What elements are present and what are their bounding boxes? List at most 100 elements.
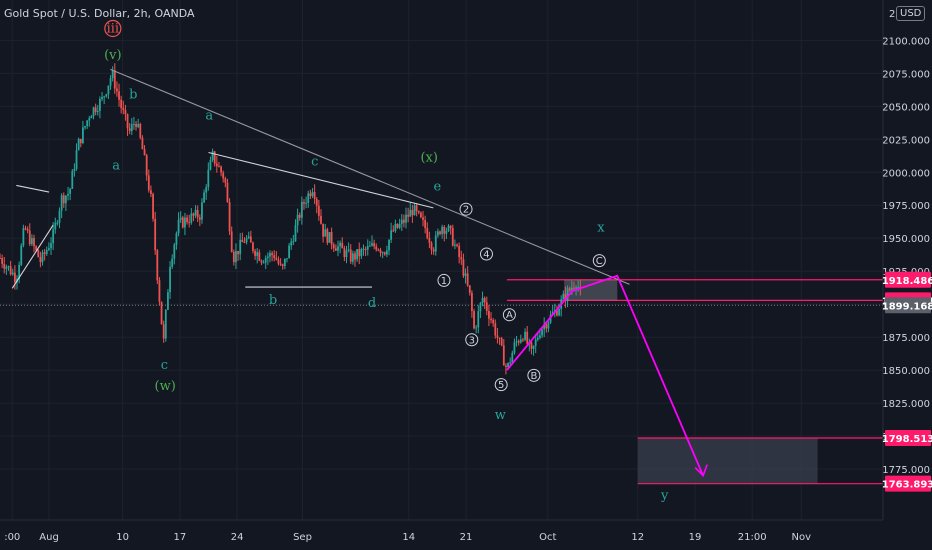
wave-label: c <box>161 358 168 373</box>
projection-arrow <box>572 274 708 478</box>
candle-body <box>88 118 91 121</box>
circled-wave-marker <box>592 254 606 268</box>
price-tick-label: 2000.000 <box>882 168 930 179</box>
circled-wave-label: A <box>506 310 513 321</box>
price-badge-label: 1763.893 <box>882 480 932 491</box>
candle-body <box>339 242 342 247</box>
candle-body <box>460 256 463 260</box>
candle-body <box>349 249 352 262</box>
time-tick-label: Nov <box>791 532 811 543</box>
candle-body <box>283 258 286 267</box>
wave-label: x <box>597 221 605 236</box>
candle-body <box>190 213 193 223</box>
candle-body <box>5 266 8 269</box>
candle-body <box>209 159 212 170</box>
time-tick-label: 12 <box>631 532 644 543</box>
candle-body <box>456 244 458 246</box>
candle-body <box>534 339 537 346</box>
candle-body <box>505 365 507 368</box>
time-axis-bg <box>0 520 932 550</box>
price-badge <box>885 297 931 314</box>
candle-body <box>228 202 231 232</box>
candle-body <box>426 228 429 239</box>
trend-line <box>11 224 54 289</box>
candle-body <box>328 232 331 243</box>
candle-body <box>245 238 248 243</box>
candle-body <box>69 188 72 194</box>
candle-body <box>150 190 152 194</box>
candle-body <box>536 337 539 340</box>
candle-body <box>407 214 410 217</box>
wave-label: a <box>205 109 213 124</box>
candle-body <box>224 178 227 183</box>
candles <box>0 63 582 375</box>
candle-body <box>9 266 12 275</box>
candle-body <box>101 97 103 100</box>
candle-body <box>105 94 108 97</box>
candle-body <box>237 251 239 255</box>
candle-body <box>207 169 210 188</box>
candle-body <box>292 241 295 243</box>
candle-body <box>126 114 129 129</box>
candle-body <box>169 266 171 293</box>
candle-body <box>58 210 61 223</box>
candle-body <box>556 310 558 316</box>
candle-body <box>30 238 33 245</box>
candle-body <box>120 99 123 108</box>
candle-body <box>184 217 186 228</box>
candle-body <box>447 225 450 231</box>
candle-body <box>222 172 225 179</box>
wave-label: (v) <box>104 48 122 63</box>
candle-body <box>73 168 76 172</box>
candle-body <box>305 202 308 204</box>
candle-body <box>192 213 195 216</box>
trend-line <box>506 290 574 371</box>
price-tick-label: 2075.000 <box>882 69 930 80</box>
candle-body <box>439 231 441 235</box>
candle-body <box>247 236 250 239</box>
circled-wave-marker <box>437 273 451 287</box>
candle-body <box>162 324 165 339</box>
candle-body <box>194 209 197 216</box>
candle-body <box>515 341 518 343</box>
candle-body <box>143 149 146 156</box>
time-tick-label: 17 <box>174 532 187 543</box>
candle-body <box>366 245 369 250</box>
candle-body <box>243 242 246 244</box>
wave-label: y <box>660 488 669 503</box>
currency-button[interactable]: USD <box>896 6 926 21</box>
circled-wave-marker <box>494 378 508 392</box>
candle-body <box>543 324 546 330</box>
candle-body <box>220 166 222 173</box>
candle-body <box>375 246 378 250</box>
price-tick-label-partial: 2 <box>889 9 895 20</box>
candle-body <box>286 258 288 260</box>
candle-body <box>311 192 314 197</box>
wave-label: w <box>495 408 506 423</box>
candle-body <box>67 193 69 196</box>
candle-body <box>424 219 427 229</box>
candle-body <box>477 311 480 328</box>
candle-body <box>84 126 86 128</box>
candle-body <box>75 150 78 169</box>
candle-body <box>377 249 380 251</box>
candle-body <box>354 253 356 260</box>
candle-body <box>256 252 259 256</box>
trend-line <box>110 68 630 285</box>
candle-body <box>568 288 571 291</box>
candle-body <box>20 245 23 265</box>
candle-body <box>381 252 384 254</box>
trend-line <box>208 151 434 209</box>
candle-body <box>364 248 367 250</box>
candle-body <box>37 249 40 258</box>
candle-body <box>368 245 371 247</box>
candle-body <box>526 331 529 344</box>
candle-body <box>396 223 399 228</box>
circled-wave-marker <box>459 202 473 216</box>
candle-body <box>50 243 52 249</box>
candle-body <box>373 243 376 247</box>
time-axis[interactable]: :00 Aug 10 17 24 Sep 14 21 Oct 12 19 21:00 Nov <box>0 519 932 550</box>
candle-body <box>522 339 524 341</box>
candle-body <box>445 230 448 234</box>
